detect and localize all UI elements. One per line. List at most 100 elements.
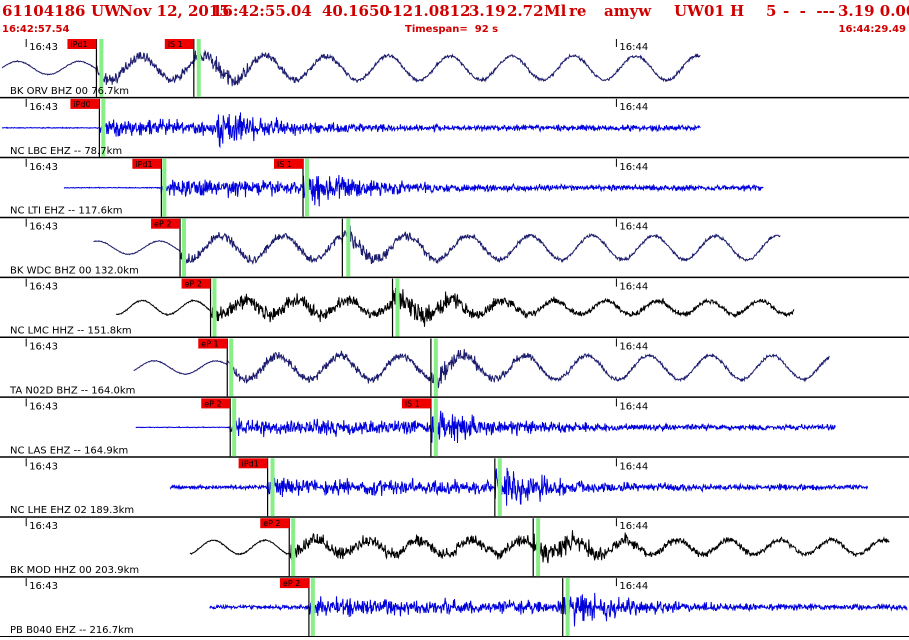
start-time: 16:42:57.54 [2, 24, 70, 35]
pick-flag [260, 518, 290, 529]
pick-label: eP 2 [283, 579, 300, 588]
minute-label: 16:43 [29, 162, 58, 173]
pick-flag [164, 39, 194, 49]
trace-panel: 16:43 16:44 eP 2 NC LMC HHZ -- 151.8km [0, 277, 909, 338]
station-label: BK MOD HHZ 00 203.9km [10, 565, 139, 576]
event-dashes: - - --- [783, 2, 836, 20]
event-mag-type: Ml [544, 2, 567, 20]
event-lon: -121.0812 [386, 2, 471, 20]
station-label: NC LHE EHZ 02 189.3km [10, 505, 134, 516]
pick-label: iS 1 [405, 399, 420, 408]
minute-label: 16:43 [29, 581, 58, 592]
trace-panel: 16:43 16:44 iPd1 NC LHE EHZ 02 189.3km [0, 456, 909, 518]
pick-marker [536, 518, 541, 577]
waveform-trace [135, 410, 836, 446]
pick-flag [181, 278, 211, 289]
minute-label: 16:43 [29, 42, 58, 53]
pick-marker [346, 218, 351, 277]
minute-label: 16:44 [619, 42, 648, 53]
pick-marker [310, 578, 315, 636]
pick-flag [67, 39, 97, 49]
waveform-trace [133, 349, 830, 389]
waveform-trace [169, 464, 869, 506]
timespan: Timespan= 92 s [405, 24, 499, 35]
pick-flag [238, 458, 268, 469]
pick-marker [433, 338, 438, 397]
pick-marker [196, 39, 201, 97]
pick-flag [151, 218, 181, 229]
station-label: NC LAS EHZ -- 164.9km [10, 445, 128, 456]
event-source: UW [674, 2, 704, 20]
event-flag: H [730, 2, 745, 20]
minute-label: 16:44 [619, 342, 648, 353]
pick-label: eP 2 [185, 280, 202, 289]
pick-flag [70, 98, 100, 109]
minute-label: 16:43 [29, 342, 58, 353]
pick-label: eP 2 [263, 519, 280, 528]
pick-marker [497, 458, 502, 517]
pick-marker [232, 398, 237, 457]
pick-marker [182, 218, 187, 277]
pick-flag [201, 398, 231, 409]
trace-panel: 16:43 16:44 iPd1 iS 1 BK ORV BHZ 00 76.7km [0, 39, 909, 98]
pick-flag [279, 578, 309, 589]
minute-label: 16:43 [29, 102, 58, 113]
waveform-trace [63, 174, 764, 207]
station-label: BK WDC BHZ 00 132.0km [10, 266, 139, 277]
pick-marker [304, 158, 309, 217]
pick-label: iPd0 [73, 100, 90, 109]
minute-label: 16:44 [619, 102, 648, 113]
pick-marker [212, 278, 217, 337]
minute-label: 16:44 [619, 581, 648, 592]
trace-panel: 16:43 16:44 eP 2 PB B040 EHZ -- 216.7km [0, 576, 909, 637]
minute-label: 16:43 [29, 521, 58, 532]
minute-label: 16:44 [619, 521, 648, 532]
pick-flag [401, 398, 431, 409]
event-id: 61104186 [2, 2, 86, 20]
trace-panel: 16:43 16:44 iPd1 iS 1 NC LTI EHZ -- 117.6km [0, 157, 909, 218]
pick-flag [274, 158, 304, 169]
minute-label: 16:43 [29, 282, 58, 293]
pick-label: eP 2 [204, 399, 221, 408]
pick-marker [565, 578, 570, 636]
pick-marker [291, 518, 296, 577]
time-range-bar: 16:42:57.54 Timespan= 92 s 16:44:29.49 [0, 24, 909, 39]
pick-flag [132, 158, 162, 169]
station-label: NC LBC EHZ -- 78.7km [10, 146, 122, 157]
waveform-trace [1, 49, 701, 87]
event-count: 5 [766, 2, 777, 20]
waveform-trace [93, 225, 781, 265]
minute-label: 16:43 [29, 222, 58, 233]
minute-label: 16:44 [619, 401, 648, 412]
end-time: 16:44:29.49 [838, 24, 906, 35]
pick-marker [395, 278, 400, 337]
event-depth: 3.19 [469, 2, 506, 20]
event-fit: 3.19 0.00 [838, 2, 909, 20]
minute-label: 16:44 [619, 222, 648, 233]
trace-panel: 16:43 16:44 eP 1 TA N02D BHZ -- 164.0km [0, 337, 909, 398]
pick-marker [270, 458, 275, 517]
trace-panel: 16:43 16:44 iPd0 NC LBC EHZ -- 78.7km [0, 97, 909, 158]
station-label: PB B040 EHZ -- 216.7km [10, 625, 134, 636]
event-version: 01 [704, 2, 725, 20]
minute-label: 16:44 [619, 162, 648, 173]
event-date: Nov 12, 2015 [119, 2, 230, 20]
trace-panel: 16:43 16:44 eP 2 iS 1 NC LAS EHZ -- 164.9km [0, 396, 909, 458]
waveform-trace [209, 592, 908, 627]
station-label: NC LMC HHZ -- 151.8km [10, 326, 132, 337]
minute-label: 16:43 [29, 401, 58, 412]
event-magnitude: 2.72 [507, 2, 544, 20]
pick-flag [198, 338, 228, 349]
event-time: 16:42:55.04 [212, 2, 312, 20]
pick-label: iPd1 [135, 160, 152, 169]
pick-marker [99, 39, 104, 97]
event-network: UW [91, 2, 121, 20]
station-label: NC LTI EHZ -- 117.6km [10, 206, 123, 217]
trace-panel: 16:43 16:44 eP 2 BK WDC BHZ 00 132.0km [0, 217, 909, 278]
event-lat: 40.1650 [322, 2, 390, 20]
pick-marker [433, 398, 438, 457]
pick-label: iS 1 [168, 40, 183, 49]
pick-label: iS 1 [277, 160, 292, 169]
